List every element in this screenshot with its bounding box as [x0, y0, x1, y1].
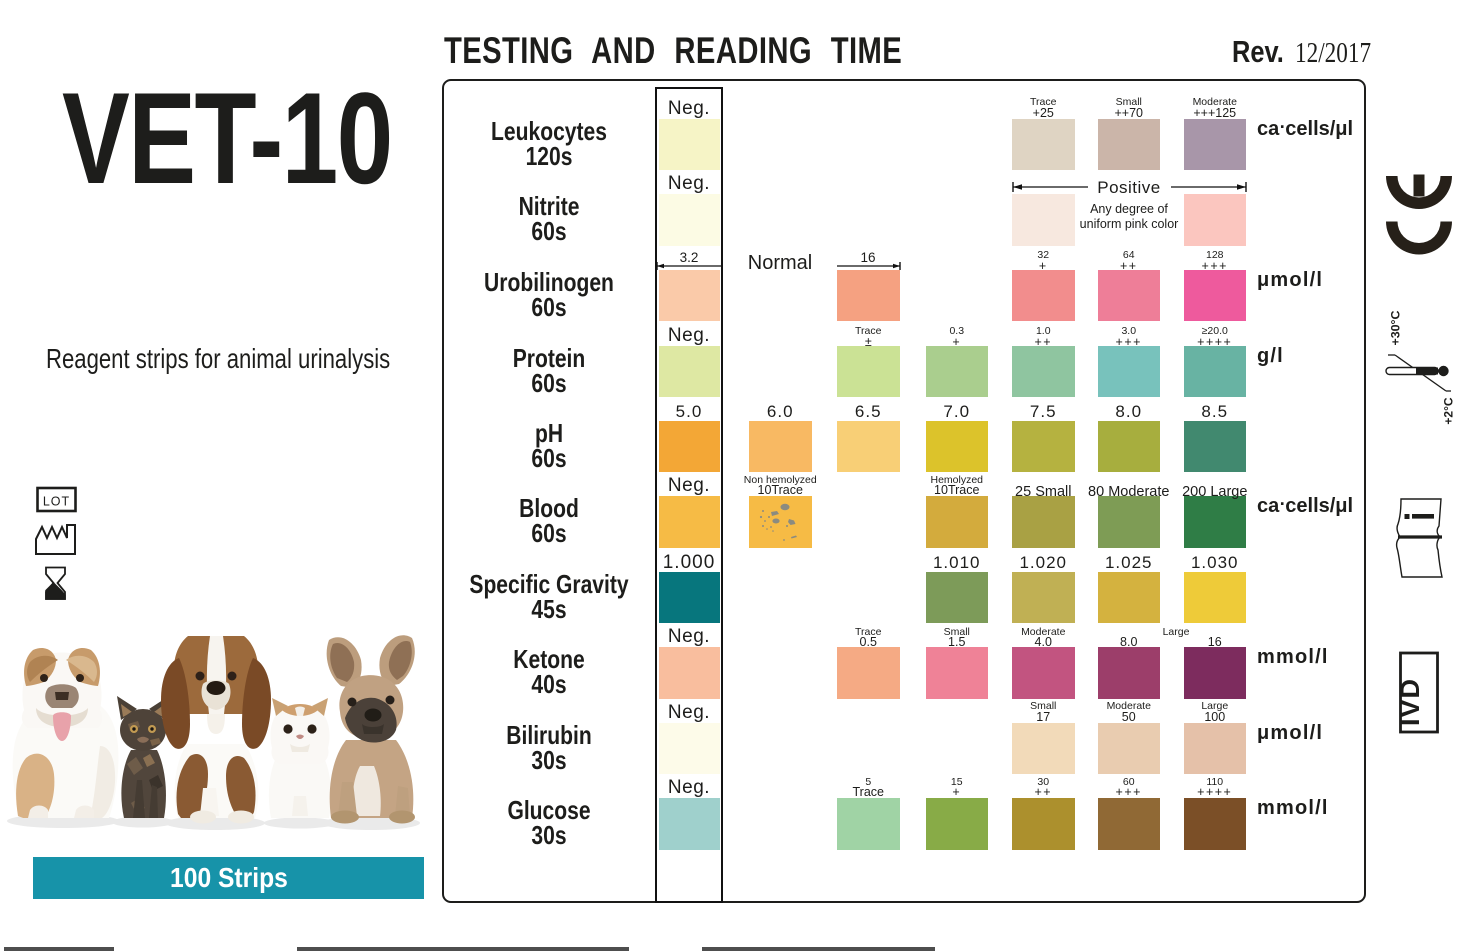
svg-text:LOT: LOT [43, 495, 70, 509]
svg-text:+2°C: +2°C [1442, 397, 1456, 424]
svg-text:IVD: IVD [1395, 678, 1425, 726]
svg-text:+30°C: +30°C [1389, 310, 1403, 345]
